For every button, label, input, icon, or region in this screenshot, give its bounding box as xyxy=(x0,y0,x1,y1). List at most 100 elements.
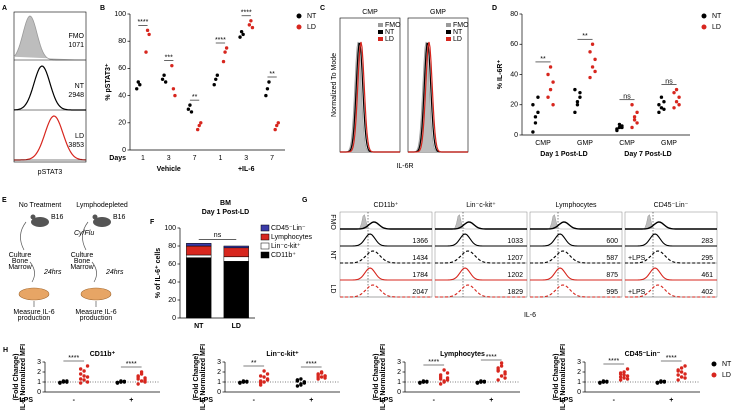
x-tick-label: CMP xyxy=(619,140,635,147)
culture-dish xyxy=(80,287,112,301)
data-point xyxy=(262,380,266,384)
data-point xyxy=(683,376,687,380)
y-tick-label: 60 xyxy=(118,65,126,72)
data-point xyxy=(605,379,609,384)
data-point xyxy=(679,366,684,370)
data-point xyxy=(620,125,624,130)
mfi-value: 600 xyxy=(606,238,618,245)
x-axis-title: Days xyxy=(109,155,126,162)
data-point xyxy=(186,107,191,111)
data-point xyxy=(676,378,680,382)
arrow xyxy=(20,221,27,251)
data-point xyxy=(578,90,582,95)
data-point xyxy=(262,369,266,373)
legend-label: Lin⁻c-kit⁺ xyxy=(271,243,301,250)
data-point xyxy=(499,361,504,365)
x-tick-label: + xyxy=(669,397,673,404)
x-tick-label: + xyxy=(489,397,493,404)
data-point xyxy=(265,372,270,376)
x-tick-label: + xyxy=(309,397,313,404)
y-tick-label: 60 xyxy=(168,261,176,268)
data-point xyxy=(593,69,597,74)
data-point xyxy=(239,29,244,34)
data-point xyxy=(258,379,263,383)
data-point xyxy=(622,370,626,374)
legend-swatch xyxy=(260,233,270,241)
step-label: Marrow xyxy=(70,264,94,271)
bar-segment xyxy=(186,257,212,319)
data-point xyxy=(573,110,577,115)
column-title: Lymphocytes xyxy=(556,202,597,209)
data-point xyxy=(425,379,429,384)
significance-label: ** xyxy=(192,94,198,101)
histogram xyxy=(408,41,468,153)
legend-label: LD xyxy=(453,36,462,43)
x-tick-label: GMP xyxy=(661,140,677,147)
legend-marker xyxy=(296,24,302,30)
bar-segment xyxy=(223,261,249,319)
significance-label: ns xyxy=(214,232,222,239)
legend-marker xyxy=(701,13,707,19)
data-point xyxy=(683,372,687,376)
chart-title: Day 1 Post-LD xyxy=(202,209,249,216)
group-label: Day 1 Post-LD xyxy=(540,151,587,158)
data-point xyxy=(119,380,123,384)
data-point xyxy=(590,65,595,69)
data-point xyxy=(662,107,666,111)
significance-label: **** xyxy=(126,361,137,368)
significance-label: ** xyxy=(269,71,275,78)
mfi-value: 875 xyxy=(606,272,618,279)
data-point xyxy=(683,364,687,368)
y-tick-label: 100 xyxy=(114,11,126,18)
data-point xyxy=(659,95,664,99)
histogram xyxy=(530,221,622,230)
data-point xyxy=(575,103,580,107)
y-tick-label: 3 xyxy=(37,359,41,366)
data-point xyxy=(241,380,246,384)
panel-letter: F xyxy=(150,219,155,226)
data-point xyxy=(533,115,538,119)
data-point xyxy=(265,378,270,382)
histogram xyxy=(530,284,622,298)
data-point xyxy=(659,106,664,110)
y-tick-label: 60 xyxy=(510,41,518,48)
panel-letter: B xyxy=(100,5,105,12)
legend-label: LD xyxy=(307,24,316,31)
data-point xyxy=(536,95,540,99)
data-point xyxy=(241,32,245,37)
legend-swatch xyxy=(260,251,270,259)
significance-label: **** xyxy=(486,354,497,361)
data-point xyxy=(635,110,639,115)
step-label: Culture xyxy=(9,252,32,259)
row-label: NT xyxy=(329,250,336,260)
step-label: production xyxy=(18,315,51,322)
histogram xyxy=(625,284,717,298)
plot-title: GMP xyxy=(430,9,446,16)
x-axis-title: LPS xyxy=(559,397,573,404)
plot-frame xyxy=(13,11,87,163)
y-axis-label: IL-6 Normalized MFI xyxy=(200,344,207,410)
data-point xyxy=(635,121,639,125)
y-tick-label: 80 xyxy=(118,38,126,45)
data-point xyxy=(625,374,630,378)
y-tick-label: 1 xyxy=(217,379,221,386)
data-point xyxy=(531,130,535,134)
y-tick-label: 0 xyxy=(397,389,401,396)
data-point xyxy=(139,379,144,383)
data-point xyxy=(199,121,203,125)
x-tick-label: - xyxy=(433,397,436,404)
data-point xyxy=(479,379,483,383)
data-point xyxy=(122,379,127,384)
data-point xyxy=(78,381,83,385)
y-tick-label: 0 xyxy=(577,389,581,396)
data-point xyxy=(533,121,538,125)
y-tick-label: 0 xyxy=(37,389,41,396)
x-tick-label: CMP xyxy=(535,140,551,147)
data-point xyxy=(224,46,229,50)
data-point xyxy=(676,368,680,372)
mfi-value: 995 xyxy=(606,289,618,296)
significance-label: ** xyxy=(582,33,588,40)
x-axis-title: LPS xyxy=(199,397,213,404)
plot-title: CD45⁻Lin⁻ xyxy=(625,351,661,358)
panel-letter: G xyxy=(302,197,308,204)
